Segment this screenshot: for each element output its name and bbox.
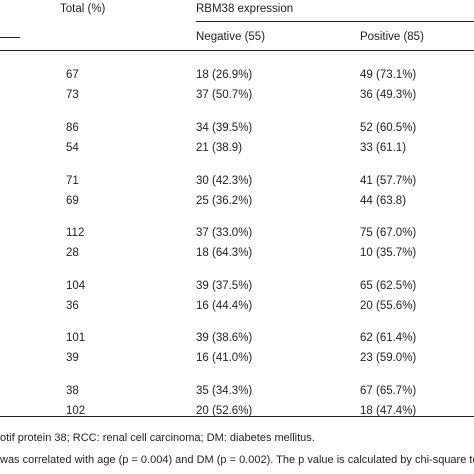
table-bottom-rule: [0, 416, 474, 417]
negative-cell: 16 (41.0%): [196, 352, 253, 364]
header-bottom-rule: [0, 50, 474, 51]
negative-cell: 34 (39.5%): [196, 122, 253, 134]
rbm38-expression-header: RBM38 expression: [196, 3, 294, 15]
total-cell: 101: [66, 332, 86, 344]
positive-cell: 62 (61.4%): [360, 332, 417, 344]
total-cell: 112: [66, 227, 85, 239]
total-cell: 73: [66, 89, 79, 101]
total-cell: 69: [66, 195, 79, 207]
positive-cell: 20 (55.6%): [360, 300, 417, 312]
negative-cell: 37 (33.0%): [196, 227, 253, 239]
negative-cell: 20 (52.6%): [196, 405, 253, 417]
positive-cell: 44 (63.8): [360, 195, 407, 207]
positive-cell: 41 (57.7%): [360, 175, 417, 187]
positive-cell: 10 (35.7%): [360, 247, 417, 259]
positive-cell: 33 (61.1): [360, 142, 407, 154]
negative-cell: 35 (34.3%): [196, 385, 253, 397]
footnote-statistics: was correlated with age (p = 0.004) and …: [0, 454, 474, 466]
positive-cell: 52 (60.5%): [360, 122, 417, 134]
negative-cell: 18 (26.9%): [196, 69, 253, 81]
footnote-abbreviations: otif protein 38; RCC: renal cell carcino…: [0, 432, 315, 444]
positive-column-header: Positive (85): [360, 31, 424, 43]
negative-cell: 39 (38.6%): [196, 332, 253, 344]
negative-column-header: Negative (55): [196, 31, 266, 43]
negative-cell: 25 (36.2%): [196, 195, 253, 207]
positive-cell: 36 (49.3%): [360, 89, 417, 101]
total-cell: 36: [66, 300, 79, 312]
total-cell: 102: [66, 405, 86, 417]
total-cell: 104: [66, 280, 86, 292]
positive-cell: 75 (67.0%): [360, 227, 417, 239]
total-cell: 86: [66, 122, 79, 134]
positive-cell: 67 (65.7%): [360, 385, 417, 397]
negative-cell: 21 (38.9): [196, 142, 243, 154]
negative-cell: 16 (44.4%): [196, 300, 253, 312]
total-column-header: Total (%): [60, 3, 106, 15]
total-cell: 39: [66, 352, 79, 364]
positive-cell: 65 (62.5%): [360, 280, 417, 292]
positive-cell: 18 (47.4%): [360, 405, 417, 417]
header-rule-left: [0, 37, 20, 38]
total-cell: 54: [66, 142, 79, 154]
total-cell: 71: [66, 175, 79, 187]
negative-cell: 39 (37.5%): [196, 280, 253, 292]
total-cell: 38: [66, 385, 79, 397]
positive-cell: 23 (59.0%): [360, 352, 417, 364]
spanner-rule: [196, 21, 474, 22]
total-cell: 67: [66, 69, 79, 81]
positive-cell: 49 (73.1%): [360, 69, 417, 81]
negative-cell: 37 (50.7%): [196, 89, 253, 101]
negative-cell: 30 (42.3%): [196, 175, 253, 187]
total-cell: 28: [66, 247, 79, 259]
negative-cell: 18 (64.3%): [196, 247, 253, 259]
